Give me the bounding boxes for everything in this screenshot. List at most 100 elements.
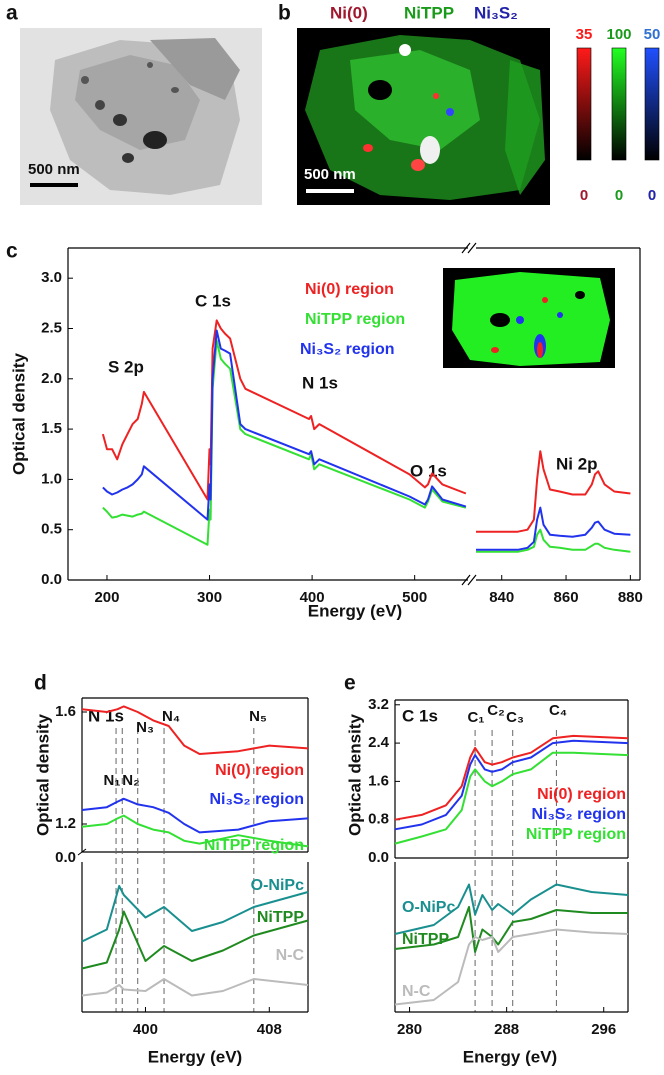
colorbar-max: 100 <box>606 26 631 43</box>
series-label: NiTPP <box>257 909 304 926</box>
series-label: NiTPP region <box>204 837 304 854</box>
colorbar <box>611 47 627 161</box>
x-tick-label: 400 <box>133 1021 158 1038</box>
channel-label: Ni(0) <box>330 3 368 22</box>
series-line <box>81 797 309 834</box>
series-label: Ni(0) region <box>215 762 304 779</box>
series-label: Ni₃S₂ region <box>300 341 395 358</box>
series-line <box>81 814 309 848</box>
y-axis-label: Optical density <box>33 714 52 836</box>
annotation: O 1s <box>410 461 447 480</box>
y-tick-label: 3.2 <box>368 696 389 713</box>
colorbar <box>576 47 592 161</box>
x-axis-label: Energy (eV) <box>463 1047 557 1066</box>
series-line <box>394 883 629 935</box>
y-tick-label: 0.0 <box>368 849 389 866</box>
xray-map-image <box>297 28 550 205</box>
x-tick-label: 860 <box>554 589 579 606</box>
series-line <box>81 978 309 997</box>
colorbar-min: 0 <box>580 187 588 204</box>
series-label: O-NiPc <box>402 899 455 916</box>
series-line <box>102 329 467 521</box>
series-line <box>476 528 631 553</box>
annotation: C 1s <box>402 706 438 725</box>
marker-label: C₁ <box>467 709 484 726</box>
colorbar-min: 0 <box>615 187 623 204</box>
panel-label: d <box>34 672 47 695</box>
series-label: NiTPP <box>402 931 449 948</box>
series-label: Ni(0) region <box>305 281 394 298</box>
series-line <box>101 319 467 501</box>
x-tick-label: 408 <box>257 1021 282 1038</box>
x-tick-label: 500 <box>402 589 427 606</box>
marker-label: N₃ <box>136 719 154 736</box>
channel-label: Ni₃S₂ <box>474 3 518 22</box>
marker-label: N₅ <box>249 708 267 725</box>
y-tick-label: 0.5 <box>41 521 62 538</box>
annotation: S 2p <box>108 357 144 376</box>
y-tick-label: 1.0 <box>41 470 62 487</box>
marker-label: C₃ <box>506 709 524 726</box>
channel-label: NiTPP <box>404 3 454 22</box>
series-label: Ni₃S₂ region <box>531 806 626 823</box>
series-line <box>81 910 309 970</box>
y-tick-label: 1.5 <box>41 420 62 437</box>
x-tick-label: 280 <box>397 1021 422 1038</box>
series-line <box>476 506 631 551</box>
annotation: C 1s <box>195 291 231 310</box>
series-label: NiTPP region <box>526 826 626 843</box>
annotation: N 1s <box>302 373 338 392</box>
y-tick-label: 0.0 <box>41 571 62 588</box>
x-axis-label: Energy (eV) <box>148 1047 242 1066</box>
scale-bar-label: 500 nm <box>304 166 356 183</box>
panel-label: c <box>6 240 18 263</box>
scale-bar-label: 500 nm <box>28 161 80 178</box>
series-label: O-NiPc <box>251 877 304 894</box>
series-label: Ni₃S₂ region <box>209 791 304 808</box>
y-axis-label: Optical density <box>345 714 364 836</box>
x-axis-label: Energy (eV) <box>308 601 402 620</box>
marker-label: C₄ <box>549 702 567 719</box>
series-label: NiTPP region <box>305 311 405 328</box>
series-line <box>81 885 309 943</box>
annotation: Ni 2p <box>556 454 598 473</box>
break-tick <box>77 848 87 856</box>
panel-label: b <box>278 2 291 25</box>
colorbar-max: 50 <box>644 26 661 43</box>
y-tick-label: 2.0 <box>41 370 62 387</box>
y-tick-label: 1.2 <box>55 815 76 832</box>
y-tick-label: 1.6 <box>368 772 389 789</box>
panel-label: a <box>6 2 18 25</box>
x-tick-label: 840 <box>489 589 514 606</box>
tem-image <box>20 28 262 205</box>
y-axis-label: Optical density <box>9 353 28 475</box>
marker-label: N₄ <box>162 708 180 725</box>
marker-label: N₁ <box>103 772 120 789</box>
x-tick-label: 296 <box>591 1021 616 1038</box>
series-label: N-C <box>402 983 431 1000</box>
colorbar <box>644 47 660 161</box>
series-line <box>476 450 631 533</box>
series-label: Ni(0) region <box>537 786 626 803</box>
y-tick-label: 2.4 <box>368 734 390 751</box>
series-line <box>394 734 629 821</box>
series-line <box>81 705 309 755</box>
x-tick-label: 880 <box>618 589 643 606</box>
y-tick-label: 2.5 <box>41 319 62 336</box>
colorbar-min: 0 <box>648 187 656 204</box>
series-line <box>394 751 629 845</box>
x-tick-label: 300 <box>197 589 222 606</box>
y-tick-label: 1.6 <box>55 703 76 720</box>
series-line <box>102 339 467 546</box>
marker-label: C₂ <box>487 702 505 719</box>
x-tick-label: 288 <box>494 1021 519 1038</box>
y-tick-label: 0.8 <box>368 811 389 828</box>
marker-label: N₂ <box>122 772 140 789</box>
x-tick-label: 200 <box>94 589 119 606</box>
break-tick-label: 0.0 <box>55 849 76 866</box>
series-line <box>394 739 629 831</box>
series-label: N-C <box>276 947 305 964</box>
series-line <box>394 928 629 1006</box>
inset-map <box>443 268 615 368</box>
